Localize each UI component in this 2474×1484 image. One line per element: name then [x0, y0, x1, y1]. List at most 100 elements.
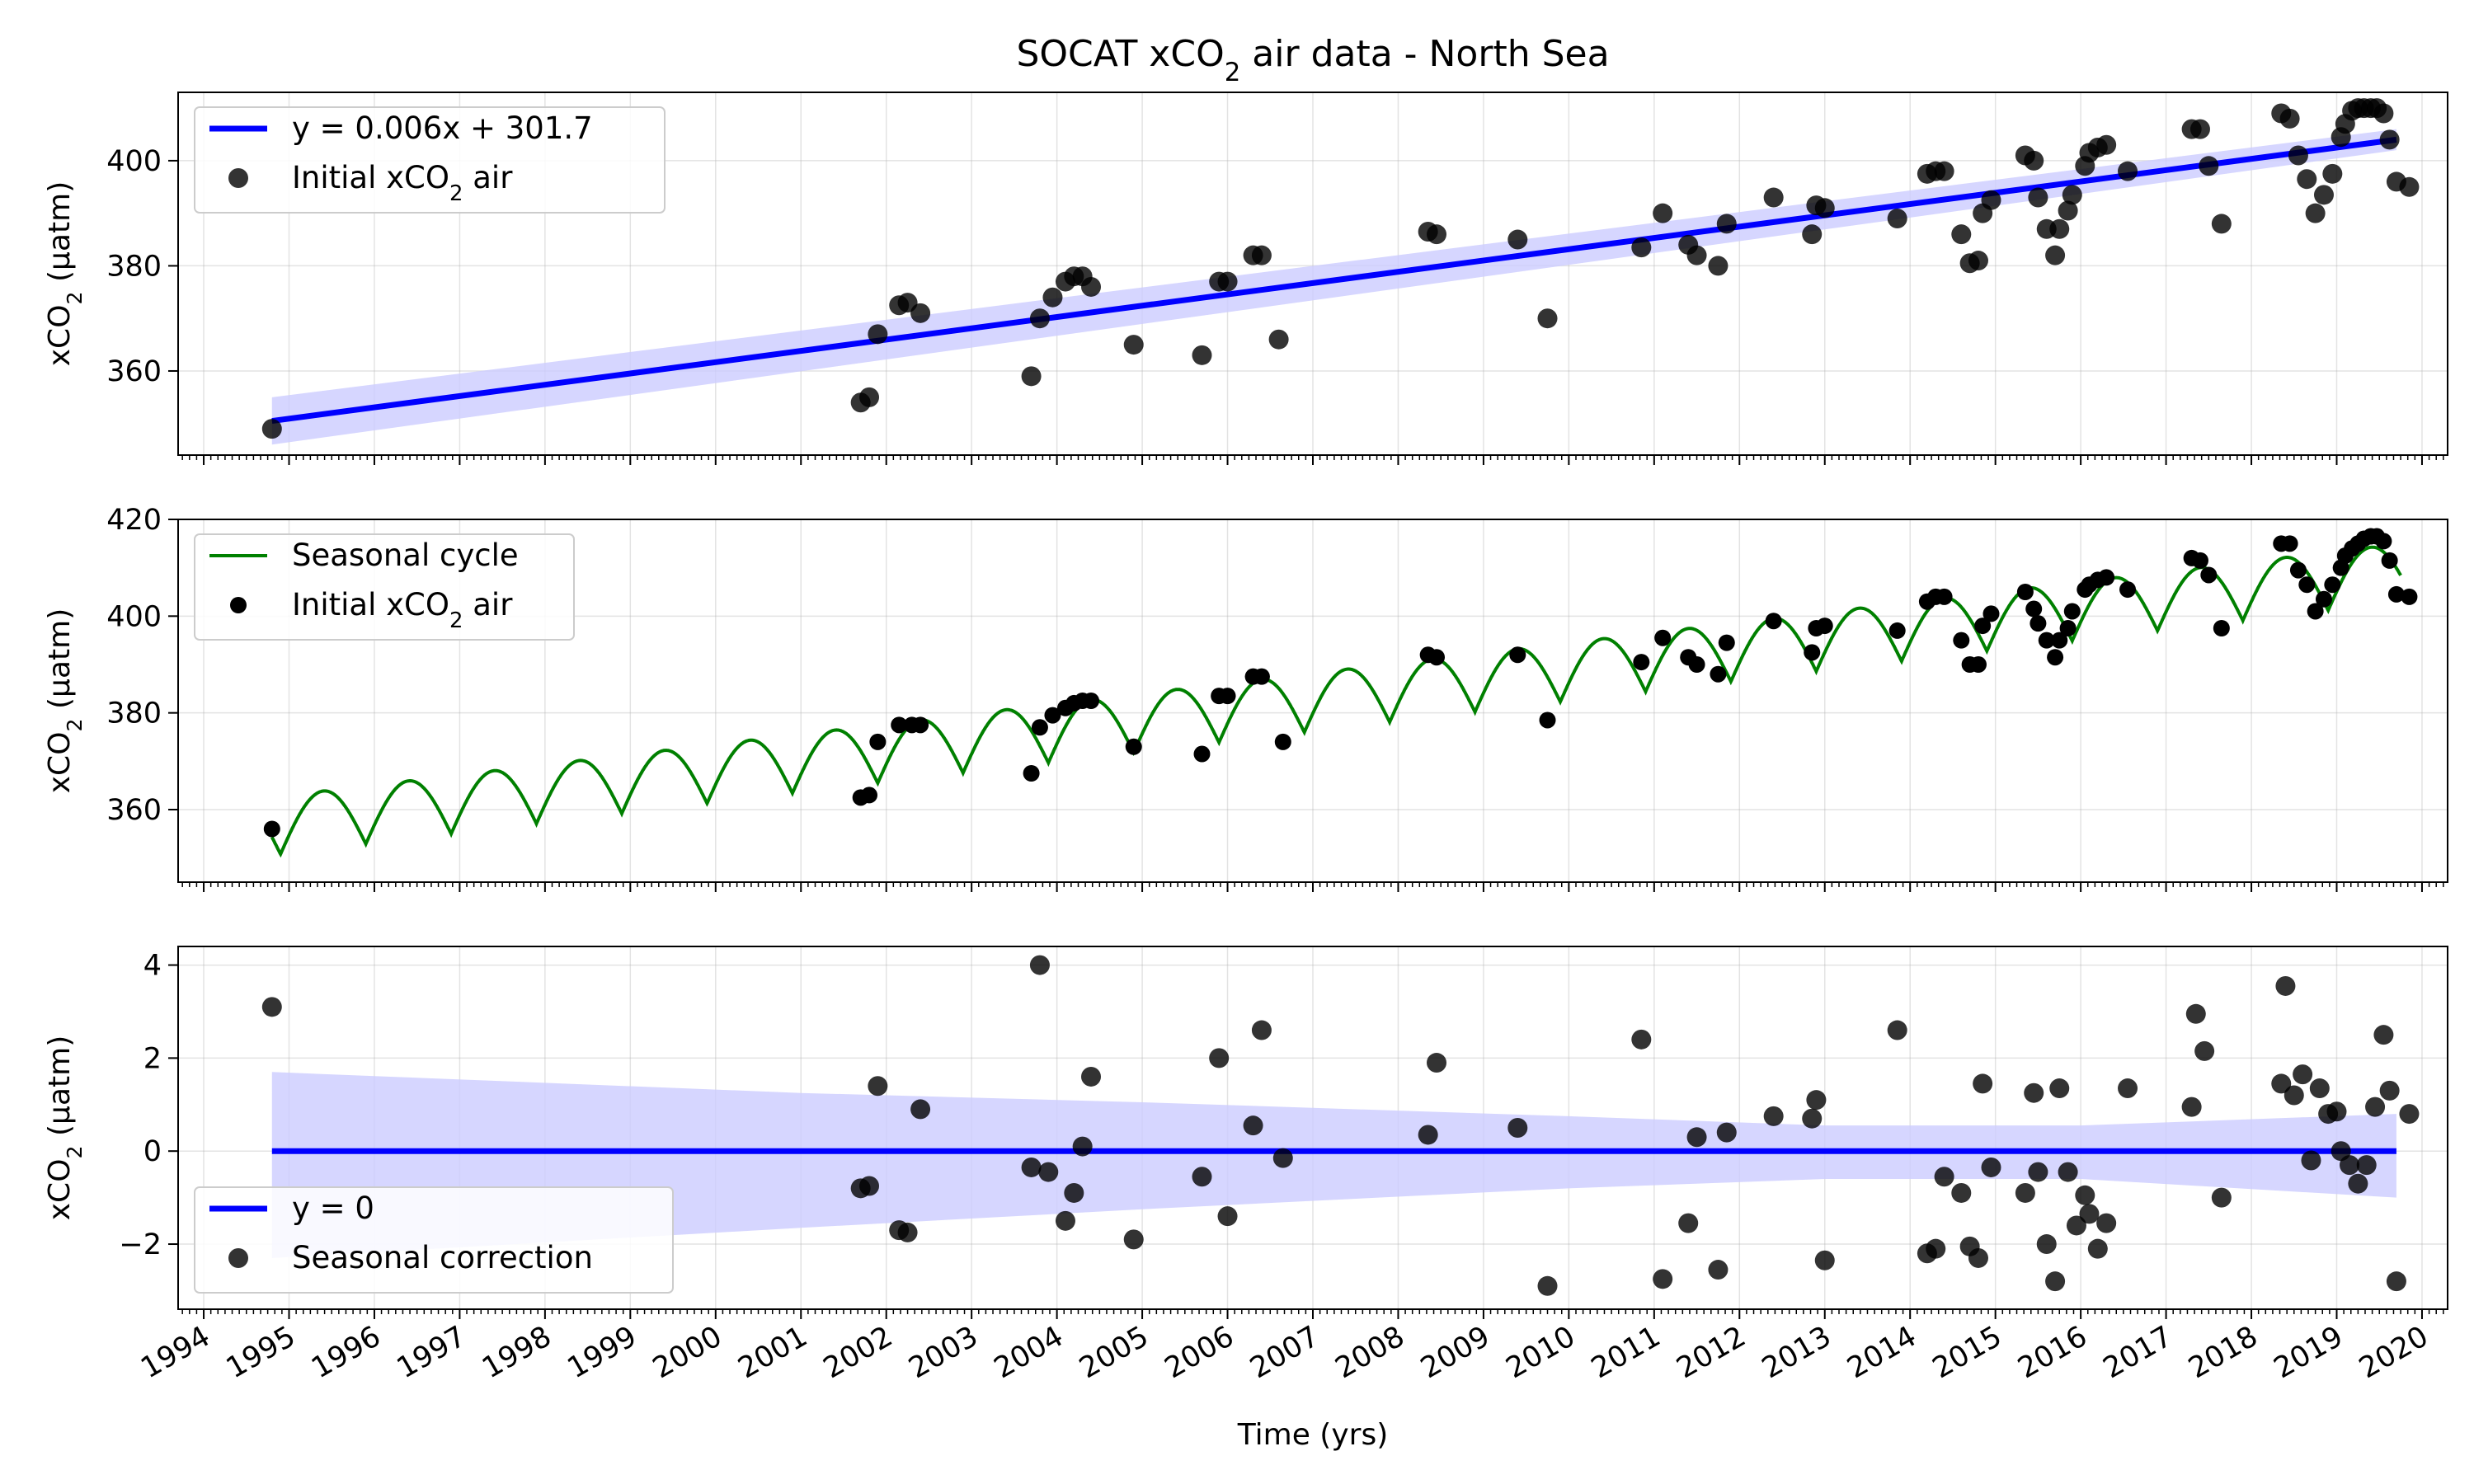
- data-point: [910, 303, 931, 323]
- data-point: [2211, 1187, 2232, 1208]
- data-point: [2059, 620, 2077, 636]
- data-point: [2279, 108, 2300, 129]
- data-point: [2185, 1003, 2206, 1024]
- data-point: [1418, 1125, 1438, 1145]
- data-point: [2025, 600, 2043, 618]
- x-tick-label: 2001: [733, 1320, 813, 1385]
- data-point: [1031, 719, 1048, 736]
- data-point: [2194, 1040, 2215, 1061]
- data-point: [1507, 1118, 1528, 1138]
- data-point: [1888, 622, 1906, 639]
- data-point: [2045, 1271, 2066, 1292]
- data-point: [1081, 1066, 1102, 1087]
- legend-entry: Seasonal cycle: [292, 538, 519, 573]
- data-point: [1427, 224, 1447, 245]
- chart-title: SOCAT xCO2 air data - North Sea: [1016, 33, 1609, 87]
- data-point: [2348, 1173, 2368, 1194]
- data-point: [2063, 603, 2081, 620]
- x-tick-label: 2013: [1757, 1320, 1837, 1385]
- x-tick-label: 2014: [1842, 1320, 1922, 1385]
- data-point: [1217, 1206, 1238, 1227]
- y-axis-label: xCO2 (µatm): [43, 608, 87, 794]
- trend-line: [271, 136, 2397, 425]
- data-point: [1029, 308, 1050, 329]
- data-point: [2191, 552, 2208, 569]
- data-point: [1219, 688, 1236, 705]
- y-tick-label: 0: [143, 1135, 162, 1168]
- x-tick-label: 2002: [818, 1320, 898, 1385]
- x-tick-label: 2020: [2354, 1320, 2434, 1385]
- data-point: [1934, 1167, 1954, 1187]
- x-tick-label: 2007: [1244, 1320, 1324, 1385]
- x-tick-label: 1994: [135, 1320, 215, 1385]
- x-tick-label: 2011: [1586, 1320, 1666, 1385]
- data-point: [2315, 590, 2332, 608]
- data-point: [1678, 1213, 1699, 1233]
- data-point: [859, 1176, 880, 1196]
- data-point: [2098, 569, 2115, 586]
- data-point: [868, 324, 888, 345]
- data-point: [2281, 535, 2298, 552]
- x-tick-label: 2005: [1074, 1320, 1154, 1385]
- seasonal-cycle-line: [270, 545, 2402, 858]
- data-point: [1064, 1182, 1084, 1203]
- data-point: [2324, 576, 2341, 594]
- y-tick-label: 380: [106, 250, 162, 283]
- data-point: [1209, 1048, 1230, 1068]
- legend-entry: Initial xCO2 air: [292, 587, 513, 633]
- data-point: [1072, 1136, 1093, 1157]
- data-point: [2379, 1080, 2400, 1101]
- x-tick-label: 2004: [989, 1320, 1069, 1385]
- y-tick-label: 380: [106, 697, 162, 730]
- data-point: [1192, 345, 1212, 365]
- data-point: [2379, 129, 2400, 150]
- data-point: [1268, 329, 1289, 350]
- data-point: [2309, 1078, 2330, 1099]
- data-point: [1718, 634, 1735, 651]
- data-point: [2087, 1238, 2108, 1259]
- data-point: [1802, 224, 1823, 245]
- data-point: [1981, 190, 2001, 210]
- data-point: [2049, 1078, 2070, 1099]
- data-point: [897, 1222, 918, 1242]
- data-point: [2079, 1204, 2100, 1224]
- data-point: [2301, 1150, 2321, 1171]
- x-tick-label: 2015: [1927, 1320, 2007, 1385]
- data-point: [891, 716, 908, 734]
- y-tick-label: −2: [119, 1228, 162, 1261]
- data-point: [1253, 668, 1270, 685]
- data-point: [2047, 649, 2064, 666]
- data-point: [2365, 1097, 2386, 1117]
- data-point: [2340, 1155, 2360, 1176]
- data-point: [2118, 161, 2138, 181]
- data-point: [2373, 1025, 2394, 1045]
- data-point: [1055, 1210, 1075, 1231]
- data-point: [1021, 366, 1042, 387]
- legend: Seasonal cycle Initial xCO2 air: [194, 533, 575, 641]
- data-point: [1509, 646, 1526, 664]
- data-point: [1814, 1250, 1835, 1270]
- data-point: [2289, 561, 2307, 579]
- data-point: [1763, 1106, 1784, 1126]
- data-point: [2386, 1271, 2406, 1292]
- y-tick-label: 360: [106, 355, 162, 388]
- data-point: [263, 820, 280, 838]
- data-point: [2399, 1104, 2420, 1125]
- data-point: [1763, 187, 1784, 208]
- data-point: [2045, 245, 2066, 265]
- data-point: [1251, 245, 1272, 265]
- data-point: [2062, 185, 2082, 205]
- y-tick-label: 400: [106, 600, 162, 633]
- data-point: [2049, 218, 2070, 239]
- data-point: [2356, 1155, 2377, 1176]
- data-point: [1029, 955, 1050, 975]
- data-point: [1217, 271, 1238, 292]
- panel-1: 360 380 400 xCO2 (µatm) y = 0.006x + 301.7 In…: [43, 92, 2448, 465]
- x-tick-label: 2019: [2269, 1320, 2349, 1385]
- data-point: [1123, 335, 1144, 355]
- legend: y = 0.006x + 301.7 Initial xCO2 air: [194, 106, 666, 214]
- legend-entry: Seasonal correction: [292, 1240, 593, 1275]
- data-point: [2271, 1073, 2292, 1094]
- data-point: [1539, 711, 1556, 729]
- data-point: [2375, 533, 2392, 550]
